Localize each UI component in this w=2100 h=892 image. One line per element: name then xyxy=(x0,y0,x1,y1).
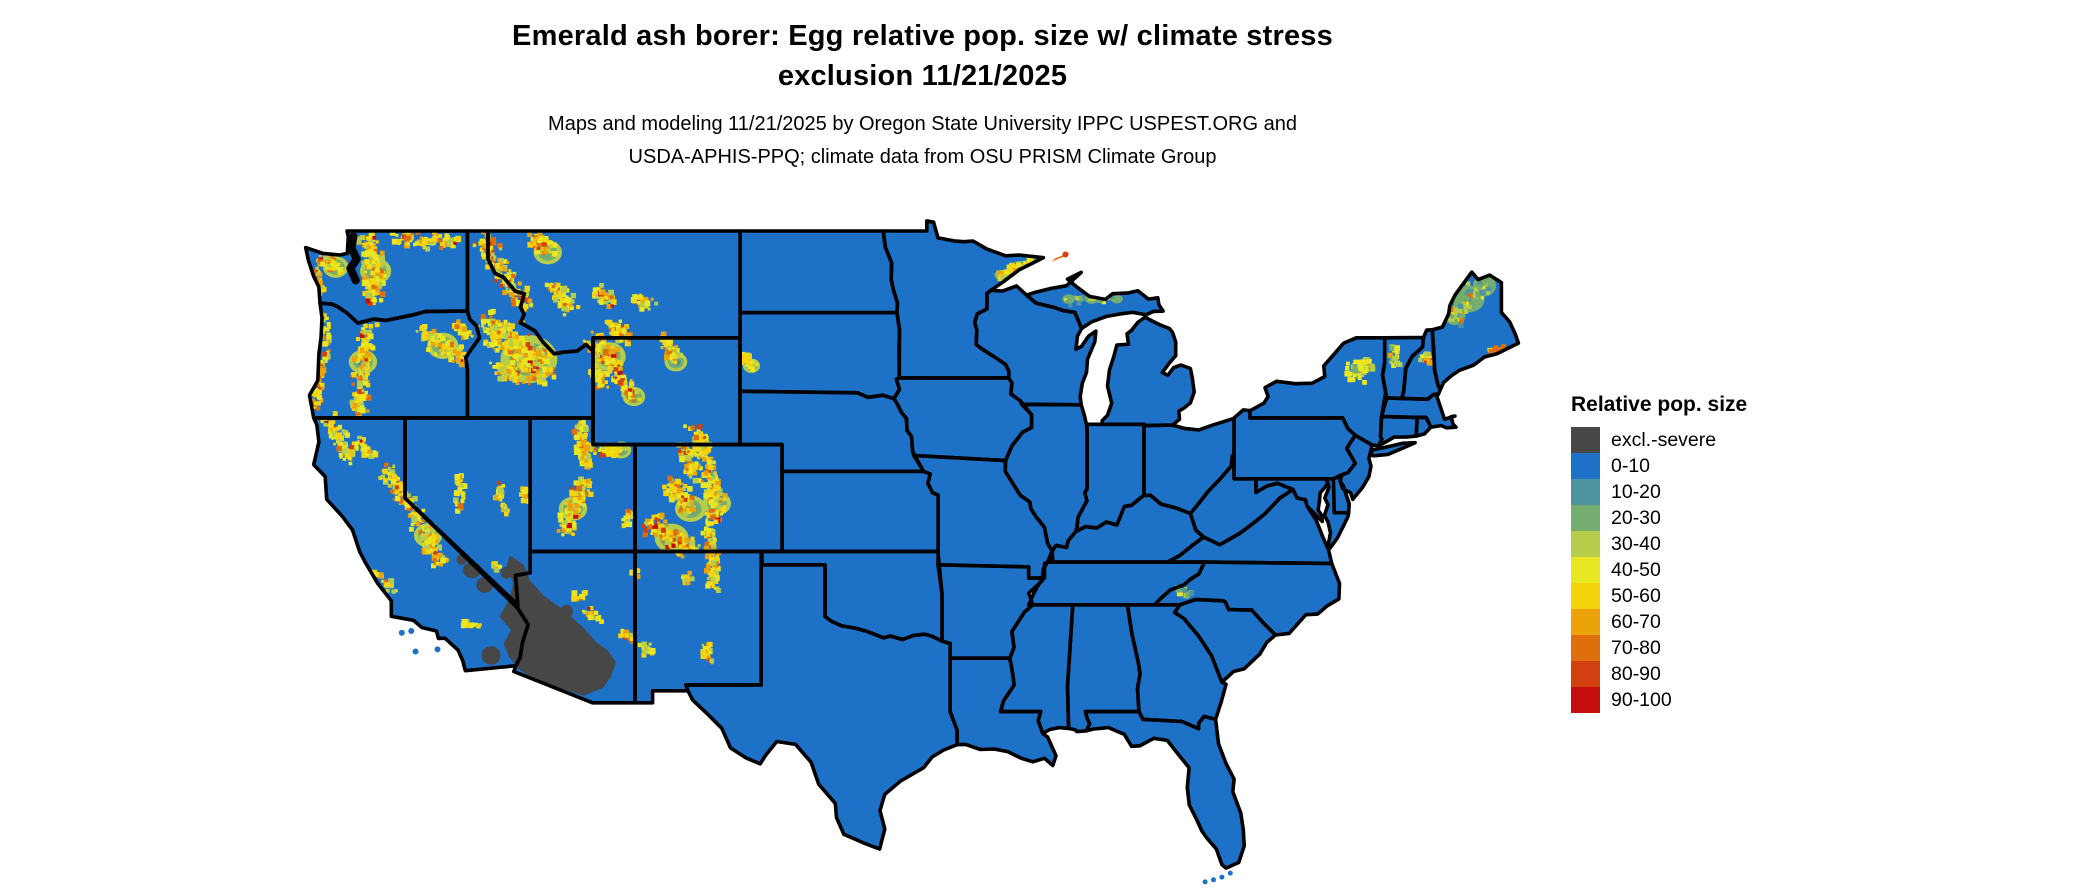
legend-color-swatch xyxy=(1571,453,1600,479)
legend-item-label: 80-90 xyxy=(1611,663,1661,685)
legend-item: 90-100 xyxy=(1571,687,1747,713)
legend-title: Relative pop. size xyxy=(1571,393,1748,416)
legend-items: excl.-severe 0-10 10-20 20-30 30-40 40-50 50-6… xyxy=(1571,427,1747,713)
legend-item-label: excl.-severe xyxy=(1611,429,1717,451)
map-subtitle-line2: USDA-APHIS-PPQ; climate data from OSU PR… xyxy=(628,146,1217,168)
legend-item: 0-10 xyxy=(1571,453,1747,479)
legend-color-swatch xyxy=(1571,687,1600,713)
state-borders-layer xyxy=(303,219,1521,870)
legend-item-label: 90-100 xyxy=(1611,689,1672,711)
map-raster-layer xyxy=(308,225,1506,696)
legend-color-swatch xyxy=(1571,427,1600,453)
map-title: Emerald ash borer: Egg relative pop. siz… xyxy=(0,16,1845,96)
legend-color-swatch xyxy=(1571,661,1600,687)
legend-color-swatch xyxy=(1571,583,1600,609)
legend-item: 50-60 xyxy=(1571,583,1747,609)
legend-item: 20-30 xyxy=(1571,505,1747,531)
legend-color-swatch xyxy=(1571,531,1600,557)
map-legend: Relative pop. size excl.-severe 0-10 10-20… xyxy=(1571,393,1747,713)
legend-color-swatch xyxy=(1571,479,1600,505)
legend-color-swatch xyxy=(1571,505,1600,531)
map-subtitle: Maps and modeling 11/21/2025 by Oregon S… xyxy=(0,108,1845,174)
legend-item-label: 70-80 xyxy=(1611,637,1661,659)
legend-color-swatch xyxy=(1571,635,1600,661)
legend-item-label: 40-50 xyxy=(1611,559,1661,581)
map-title-line1: Emerald ash borer: Egg relative pop. siz… xyxy=(512,20,1333,52)
map-fills-layer xyxy=(305,220,1519,869)
legend-item: 40-50 xyxy=(1571,557,1747,583)
legend-item-label: 30-40 xyxy=(1611,533,1661,555)
legend-item-label: 0-10 xyxy=(1611,455,1651,477)
legend-item: 30-40 xyxy=(1571,531,1747,557)
puget-sound-water xyxy=(346,232,361,285)
legend-item-label: 10-20 xyxy=(1611,481,1661,503)
legend-color-swatch xyxy=(1571,609,1600,635)
map-subtitle-line1: Maps and modeling 11/21/2025 by Oregon S… xyxy=(548,113,1297,135)
legend-item-label: 50-60 xyxy=(1611,585,1661,607)
legend-item: 10-20 xyxy=(1571,479,1747,505)
legend-item: 60-70 xyxy=(1571,609,1747,635)
legend-item-label: 60-70 xyxy=(1611,611,1661,633)
legend-item: excl.-severe xyxy=(1571,427,1747,453)
header: Emerald ash borer: Egg relative pop. siz… xyxy=(0,16,1845,174)
legend-color-swatch xyxy=(1571,557,1600,583)
legend-item-label: 20-30 xyxy=(1611,507,1661,529)
map-title-line2: exclusion 11/21/2025 xyxy=(777,60,1068,92)
legend-item: 80-90 xyxy=(1571,661,1747,687)
legend-item: 70-80 xyxy=(1571,635,1747,661)
